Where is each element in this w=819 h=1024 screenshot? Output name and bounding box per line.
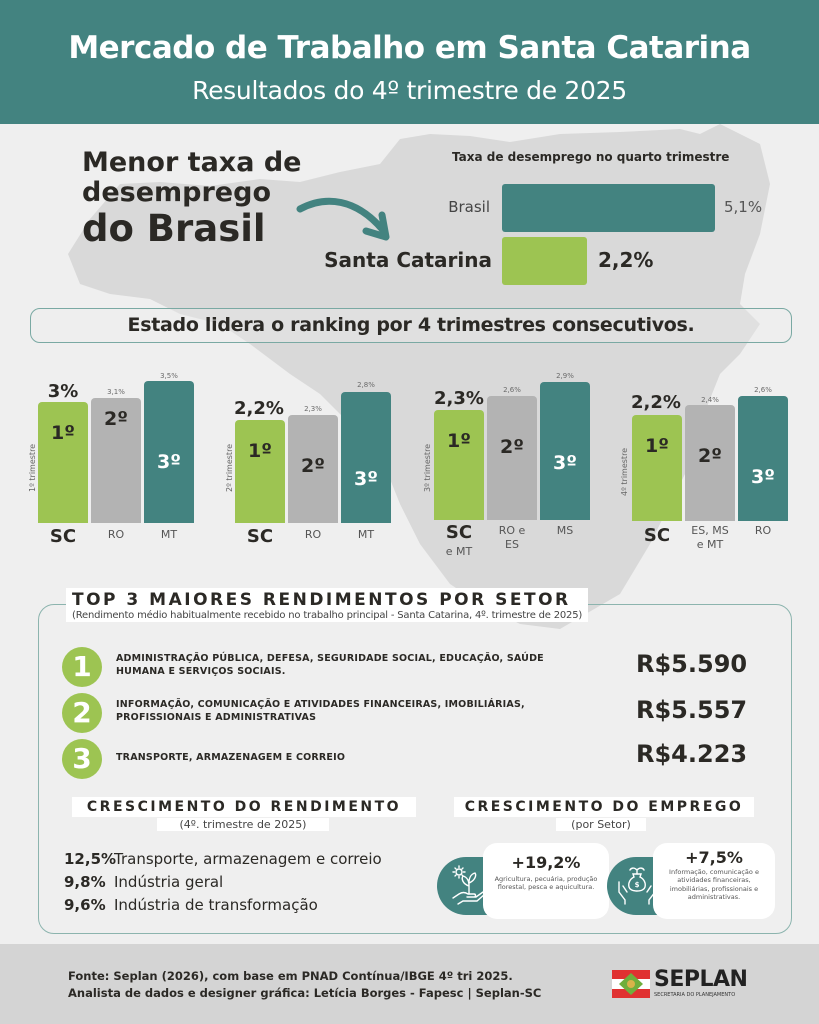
income-growth-row: 12,5%Transporte, armazenagem e correio: [64, 850, 382, 868]
bar-value: 2,8%: [357, 381, 375, 389]
bar-rank: 2º: [500, 436, 524, 458]
bar-value: 2,6%: [754, 386, 772, 394]
bar-label: SC: [246, 526, 274, 547]
footer: Fonte: Seplan (2026), com base em PNAD C…: [0, 944, 819, 1024]
bar-value: 3%: [47, 381, 79, 402]
bar-label: MT: [160, 528, 178, 541]
brasil-value: 5,1%: [724, 198, 763, 216]
bar-ms: 3º: [540, 382, 590, 520]
bar-label: SC: [643, 525, 671, 546]
bar-rank: 1º: [51, 422, 75, 444]
brasil-label: Brasil: [448, 198, 490, 216]
bar-value: 3,5%: [160, 372, 178, 380]
bar-rank: 3º: [354, 468, 378, 490]
bar-mt: 3º: [144, 381, 194, 523]
rank-1-badge: 1: [62, 647, 102, 687]
headline: Menor taxa de desemprego do Brasil: [82, 148, 301, 250]
sector-1-income: R$5.590: [636, 650, 748, 678]
money-bag-hands-icon: $: [618, 867, 656, 905]
santa-catarina-map-silhouette: [68, 124, 770, 629]
santa-catarina-flag-icon: [612, 970, 650, 998]
employment-growth-desc: Informação, comunicação e atividades fin…: [669, 868, 759, 902]
bar-value: 2,9%: [556, 372, 574, 380]
bar-sc: 1º: [38, 402, 88, 523]
santa-catarina-bar: [502, 237, 587, 285]
curved-arrow-icon: [296, 197, 390, 241]
employment-growth-title: CRESCIMENTO DO EMPREGO: [454, 797, 754, 817]
bar-ro: 2º: [288, 415, 338, 523]
bar-es-ms-mt: 2º: [685, 405, 735, 521]
page-subtitle: Resultados do 4º trimestre de 2025: [192, 76, 627, 105]
bar-ro: 2º: [91, 398, 141, 523]
bar-value: 2,4%: [701, 396, 719, 404]
bar-rank: 3º: [553, 452, 577, 474]
svg-text:$: $: [635, 881, 640, 889]
bar-rank: 2º: [698, 445, 722, 467]
bar-label: SC e MT: [445, 522, 473, 558]
top3-header: TOP 3 MAIORES RENDIMENTOS POR SETOR (Ren…: [66, 588, 589, 622]
employment-growth-pct: +7,5%: [685, 848, 743, 867]
bar-label: RO: [754, 524, 772, 537]
bar-sc-mt: 1º: [434, 410, 484, 520]
bar-label: RO: [304, 528, 322, 541]
bar-sc: 1º: [632, 415, 682, 521]
employment-growth-pct: +19,2%: [511, 853, 581, 872]
bar-rank: 1º: [248, 440, 272, 462]
headline-line-2: desemprego: [82, 176, 271, 208]
ranking-banner: Estado lidera o ranking por 4 trimestres…: [30, 308, 792, 343]
income-growth-note: (4º. trimestre de 2025): [157, 818, 329, 831]
bar-rank: 1º: [447, 430, 471, 452]
employment-growth-note: (por Setor): [556, 818, 646, 831]
bar-label: MT: [357, 528, 375, 541]
page-title: Mercado de Trabalho em Santa Catarina: [68, 30, 751, 66]
bar-label: RO e ES: [498, 524, 526, 551]
bar-label: RO: [107, 528, 125, 541]
bar-value: 2,6%: [503, 386, 521, 394]
top3-title: TOP 3 MAIORES RENDIMENTOS POR SETOR: [72, 590, 571, 610]
sector-3: TRANSPORTE, ARMAZENAGEM E CORREIO: [116, 752, 346, 763]
bar-rank: 3º: [157, 451, 181, 473]
bar-value: 2,2%: [631, 392, 681, 413]
income-growth-row: 9,8% Indústria geral: [64, 873, 224, 891]
bar-rank: 2º: [301, 455, 325, 477]
bar-rank: 2º: [104, 408, 128, 430]
bar-ro-es: 2º: [487, 396, 537, 520]
santa-catarina-value: 2,2%: [598, 248, 654, 272]
bar-rank: 3º: [751, 466, 775, 488]
top3-subtitle: (Rendimento médio habitualmente recebido…: [72, 610, 583, 621]
bar-value: 3,1%: [107, 388, 125, 396]
bar-value: 2,3%: [304, 405, 322, 413]
income-growth-row: 9,6% Indústria de transformação: [64, 896, 318, 914]
unemployment-chart-title: Taxa de desemprego no quarto trimestre: [452, 150, 730, 164]
headline-line-3: do Brasil: [82, 207, 266, 251]
bar-value: 2,3%: [434, 388, 484, 409]
bar-ro: 3º: [738, 396, 788, 521]
santa-catarina-label: Santa Catarina: [324, 248, 492, 272]
bar-label: MS: [556, 524, 574, 537]
sector-1: ADMINISTRAÇÃO PÚBLICA, DEFESA, SEGURIDAD…: [116, 653, 544, 677]
income-growth-title: CRESCIMENTO DO RENDIMENTO: [72, 797, 416, 817]
brasil-bar: [502, 184, 715, 232]
rank-3-badge: 3: [62, 739, 102, 779]
bar-sc: 1º: [235, 420, 285, 523]
quarter-label: 2º trimestre: [225, 443, 234, 492]
sector-2-income: R$5.557: [636, 696, 748, 724]
bar-rank: 1º: [645, 435, 669, 457]
header: Mercado de Trabalho em Santa Catarina Re…: [0, 0, 819, 124]
rank-2-badge: 2: [62, 693, 102, 733]
logo-text: SEPLAN: [654, 967, 748, 992]
quarter-label: 3º trimestre: [423, 443, 432, 492]
sector-3-income: R$4.223: [636, 740, 748, 768]
footer-source: Fonte: Seplan (2026), com base em PNAD C…: [68, 969, 542, 1001]
quarter-label: 4º trimestre: [620, 447, 629, 496]
employment-growth-desc: Agricultura, pecuária, produção floresta…: [494, 875, 598, 892]
sector-2: INFORMAÇÃO, COMUNICAÇÃO E ATIVIDADES FIN…: [116, 699, 525, 723]
headline-line-1: Menor taxa de: [82, 147, 302, 178]
bar-label: SC: [49, 526, 77, 547]
logo-subtext: SECRETARIA DO PLANEJAMENTO: [654, 992, 736, 998]
bar-mt: 3º: [341, 392, 391, 523]
bar-label: ES, MS e MT: [691, 524, 729, 551]
bar-value: 2,2%: [234, 398, 284, 419]
quarter-label: 1º trimestre: [28, 443, 37, 492]
